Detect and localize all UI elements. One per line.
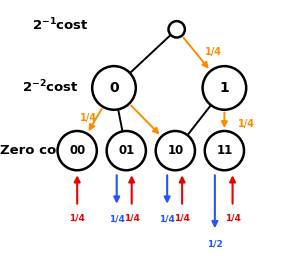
Text: 1/4: 1/4 bbox=[159, 215, 175, 224]
Circle shape bbox=[156, 131, 195, 170]
Text: 1/4: 1/4 bbox=[124, 213, 140, 222]
Text: 1/4: 1/4 bbox=[225, 213, 240, 222]
Text: 1/4: 1/4 bbox=[69, 213, 85, 222]
Text: $\mathbf{2^{-1}}$cost: $\mathbf{2^{-1}}$cost bbox=[32, 17, 89, 33]
Text: 1: 1 bbox=[220, 81, 229, 95]
Text: $\mathbf{2^{-2}}$cost: $\mathbf{2^{-2}}$cost bbox=[21, 78, 78, 95]
Text: 1/2: 1/2 bbox=[207, 239, 223, 248]
Text: 1/4: 1/4 bbox=[238, 119, 255, 129]
Circle shape bbox=[203, 66, 246, 110]
Circle shape bbox=[168, 21, 185, 38]
Circle shape bbox=[205, 131, 244, 170]
Text: 1/4: 1/4 bbox=[174, 213, 190, 222]
Circle shape bbox=[107, 131, 146, 170]
Text: 1/4: 1/4 bbox=[80, 113, 97, 123]
Text: 11: 11 bbox=[216, 144, 233, 157]
Text: 10: 10 bbox=[167, 144, 183, 157]
Text: 1/4: 1/4 bbox=[109, 215, 125, 224]
Circle shape bbox=[92, 66, 136, 110]
Text: 00: 00 bbox=[69, 144, 85, 157]
Text: 01: 01 bbox=[118, 144, 134, 157]
Text: 1/4: 1/4 bbox=[205, 47, 222, 58]
Text: Zero cost: Zero cost bbox=[0, 144, 70, 157]
Text: 0: 0 bbox=[109, 81, 119, 95]
Circle shape bbox=[58, 131, 97, 170]
